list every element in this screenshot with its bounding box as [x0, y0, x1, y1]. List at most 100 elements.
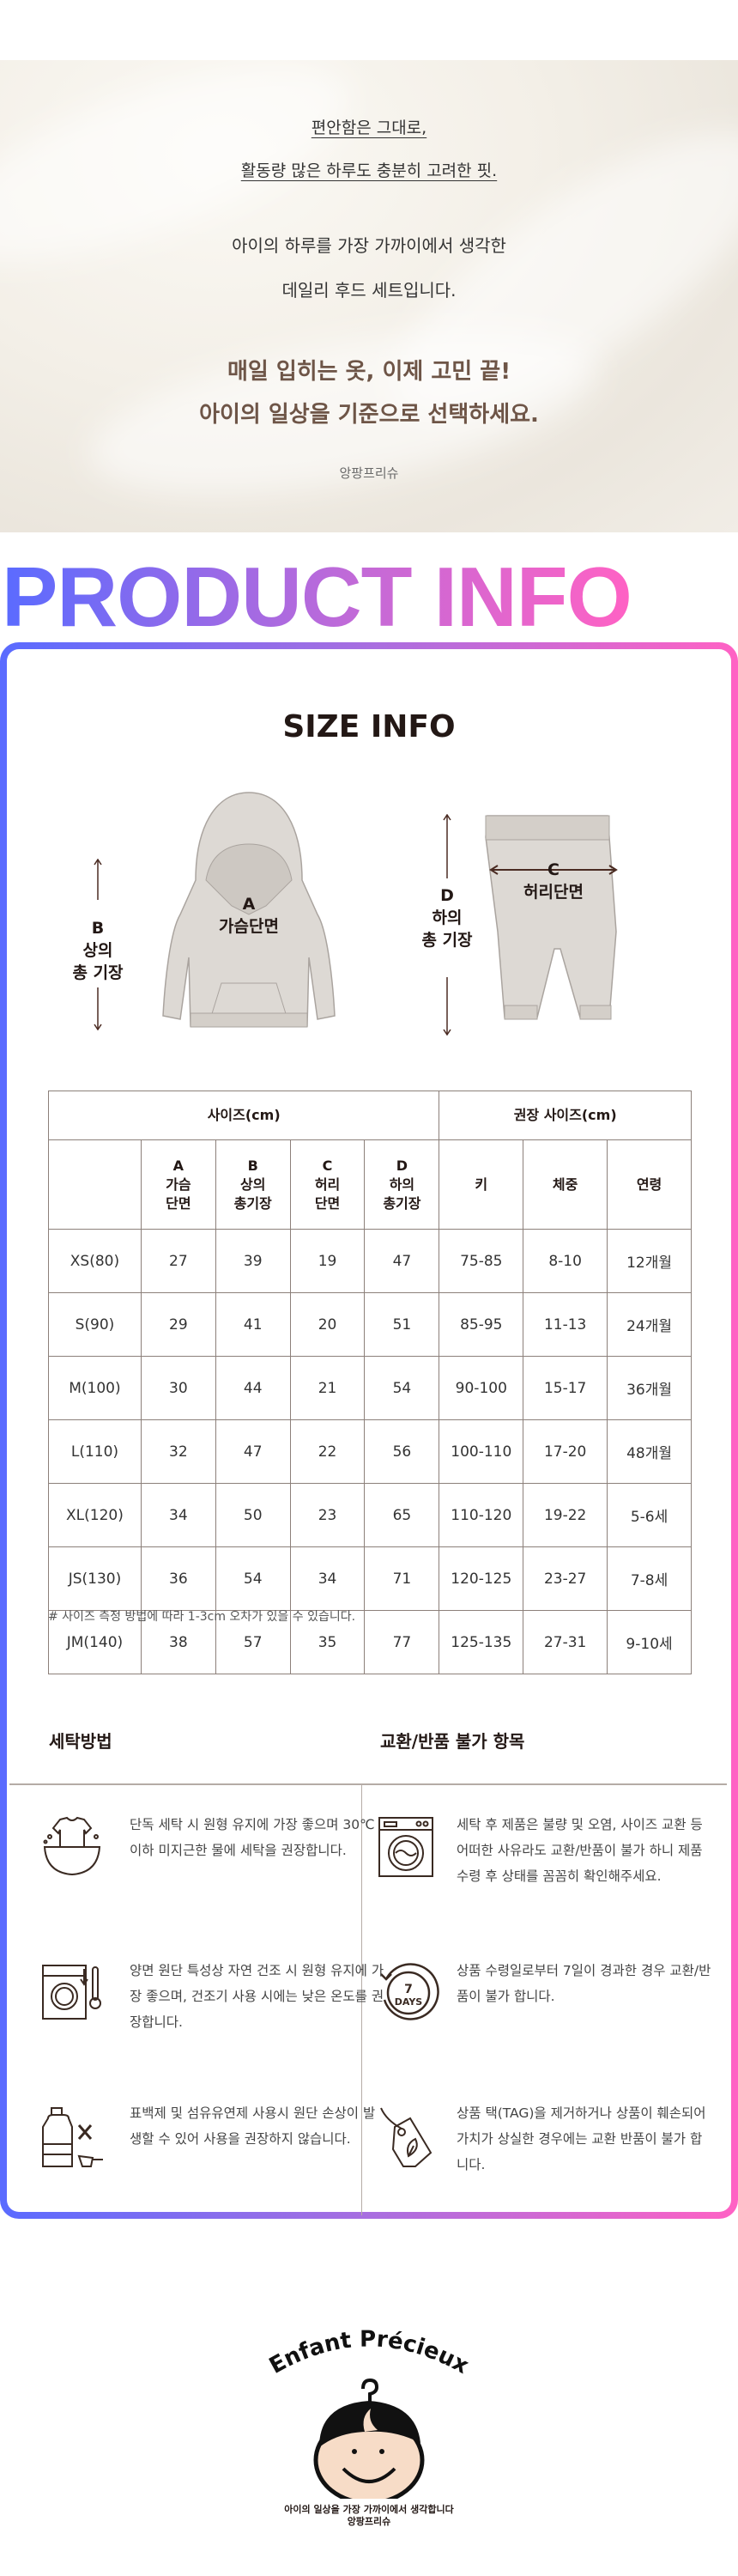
- return-title: 교환/반품 불가 항목: [380, 1731, 525, 1752]
- waist-label: C 허리단면: [523, 860, 584, 902]
- table-row: JS(130) 36 54 34 71 120-125 23-27 7-8세: [48, 1546, 692, 1611]
- column-header: 체중: [523, 1139, 608, 1230]
- table-cell: 29: [140, 1292, 216, 1357]
- table-cell: 19: [289, 1229, 366, 1293]
- column-header-line: 허리: [314, 1176, 341, 1193]
- table-cell: 110-120: [439, 1483, 524, 1547]
- table-cell: JM(140): [48, 1610, 142, 1674]
- column-header-line: 상의: [239, 1176, 266, 1193]
- waist-arrow-icon: [489, 865, 618, 875]
- return-item: 상품 수령일로부터 7일이 경과한 경우 교환/반품이 불가 합니다.: [457, 1963, 711, 2004]
- bottom-length-label: D 하의 총 기장: [421, 886, 473, 950]
- table-cell: 34: [140, 1483, 216, 1547]
- column-header-line: 총기장: [233, 1194, 272, 1212]
- table-cell: 36개월: [607, 1356, 692, 1420]
- column-header-line: C: [322, 1157, 333, 1174]
- table-cell: 65: [364, 1483, 440, 1547]
- table-cell: 47: [215, 1419, 291, 1484]
- table-row: M(100) 30 44 21 54 90-100 15-17 36개월: [48, 1356, 692, 1420]
- table-cell: 120-125: [439, 1546, 524, 1611]
- column-header-line: D: [396, 1157, 408, 1174]
- table-cell: 39: [215, 1229, 291, 1293]
- hero-line-2: 활동량 많은 하루도 충분히 고려한 핏.: [240, 161, 498, 180]
- table-cell: 100-110: [439, 1419, 524, 1484]
- hero-headline-2: 아이의 일상을 기준으로 선택하세요.: [199, 402, 539, 428]
- table-cell: 54: [364, 1356, 440, 1420]
- pants-illustration: [485, 815, 617, 1020]
- column-header: D 하의 총기장: [364, 1139, 440, 1230]
- hero-line-4: 데일리 후드 세트입니다.: [281, 280, 457, 301]
- column-header: A 가슴 단면: [140, 1139, 216, 1230]
- hand-wash-basin-icon: [43, 1816, 101, 1876]
- table-cell: 20: [289, 1292, 366, 1357]
- chest-label: A 가슴단면: [219, 895, 279, 936]
- table-row: JM(140) 38 57 35 77 125-135 27-31 9-10세: [48, 1610, 692, 1674]
- table-cell: 5-6세: [607, 1483, 692, 1547]
- table-row: XS(80) 27 39 19 47 75-85 8-10 12개월: [48, 1229, 692, 1293]
- table-cell: 38: [140, 1610, 216, 1674]
- table-cell: 44: [215, 1356, 291, 1420]
- table-cell: 50: [215, 1483, 291, 1547]
- table-cell: 57: [215, 1610, 291, 1674]
- table-cell: 15-17: [523, 1356, 608, 1420]
- table-cell: 12개월: [607, 1229, 692, 1293]
- footer-brand: 앙팡프리슈: [347, 2516, 391, 2527]
- table-cell: 47: [364, 1229, 440, 1293]
- column-header-line: 단면: [166, 1194, 191, 1212]
- hero-line-1: 편안함은 그대로,: [311, 118, 427, 137]
- table-cell: 56: [364, 1419, 440, 1484]
- table-cell: JS(130): [48, 1546, 142, 1611]
- table-cell: 35: [289, 1610, 366, 1674]
- footer-tagline: 아이의 일상을 가장 가까이에서 생각합니다: [284, 2504, 454, 2515]
- table-cell: 85-95: [439, 1292, 524, 1357]
- table-cell: 17-20: [523, 1419, 608, 1484]
- table-cell: 11-13: [523, 1292, 608, 1357]
- hero-banner: [0, 60, 738, 532]
- table-cell: 90-100: [439, 1356, 524, 1420]
- size-info-title: SIZE INFO: [282, 709, 456, 744]
- hero-line-3: 아이의 하루를 가장 가까이에서 생각한: [232, 235, 506, 256]
- table-cell: M(100): [48, 1356, 142, 1420]
- washing-machine-icon: [378, 1817, 433, 1877]
- section-title: PRODUCT INFO: [2, 550, 632, 644]
- table-cell: 22: [289, 1419, 366, 1484]
- svg-text:7: 7: [404, 1983, 413, 1996]
- table-cell: 77: [364, 1610, 440, 1674]
- column-header-line: A: [172, 1157, 184, 1174]
- column-header-line: 가슴: [166, 1176, 191, 1193]
- care-title: 세탁방법: [49, 1731, 112, 1752]
- header-empty: [48, 1139, 142, 1230]
- top-length-arrow-icon: [94, 859, 102, 1030]
- table-cell: 34: [289, 1546, 366, 1611]
- table-cell: 9-10세: [607, 1610, 692, 1674]
- table-cell: 125-135: [439, 1610, 524, 1674]
- table-cell: 48개월: [607, 1419, 692, 1484]
- top-length-label: B 상의 총 기장: [72, 919, 124, 982]
- table-cell: 24개월: [607, 1292, 692, 1357]
- table-row: L(110) 32 47 22 56 100-110 17-20 48개월: [48, 1419, 692, 1484]
- table-cell: 54: [215, 1546, 291, 1611]
- table-cell: 36: [140, 1546, 216, 1611]
- table-cell: 32: [140, 1419, 216, 1484]
- bottom-length-arrow-icon: [443, 814, 451, 1036]
- table-cell: 7-8세: [607, 1546, 692, 1611]
- divider: [361, 1784, 362, 2215]
- return-item: 세탁 후 제품은 불량 및 오염, 사이즈 교환 등 어떠한 사유라도 교환/반…: [457, 1817, 703, 1884]
- size-table: 사이즈(cm) 권장 사이즈(cm) A 가슴 단면 B 상의 총기장 C 허리 단면 D 하의 총기장…: [47, 1091, 692, 1674]
- divider: [9, 1783, 727, 1785]
- table-cell: 23-27: [523, 1546, 608, 1611]
- dryer-temperature-icon: [42, 1965, 101, 2020]
- table-cell: XL(120): [48, 1483, 142, 1547]
- table-cell: 8-10: [523, 1229, 608, 1293]
- table-cell: 19-22: [523, 1483, 608, 1547]
- column-header-line: 하의: [389, 1176, 415, 1193]
- care-item: 양면 원단 특성상 자연 건조 시 원형 유지에 가장 좋으며, 건조기 사용 …: [130, 1963, 384, 2030]
- column-header: B 상의 총기장: [215, 1139, 291, 1230]
- table-cell: 75-85: [439, 1229, 524, 1293]
- care-item: 표백제 및 섬유유연제 사용시 원단 손상이 발생할 수 있어 사용을 권장하지…: [130, 2105, 376, 2147]
- care-item: 단독 세탁 시 원형 유지에 가장 좋으며 30℃ 이하 미지근한 물에 세탁을…: [130, 1817, 375, 1858]
- table-cell: 51: [364, 1292, 440, 1357]
- price-tag-icon: [380, 2107, 433, 2167]
- no-bleach-icon: [42, 2107, 103, 2167]
